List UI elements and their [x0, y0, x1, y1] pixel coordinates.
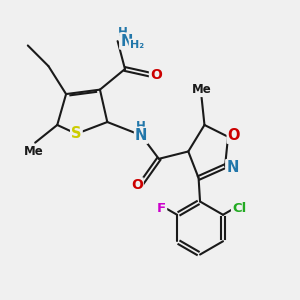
Text: O: O	[228, 128, 240, 143]
Text: S: S	[71, 126, 82, 141]
Text: H₂: H₂	[130, 40, 144, 50]
Text: N: N	[135, 128, 147, 143]
Text: N: N	[120, 34, 133, 49]
Text: Me: Me	[24, 145, 44, 158]
Text: N: N	[226, 160, 238, 175]
Text: O: O	[150, 68, 162, 82]
Text: H: H	[136, 120, 146, 133]
Text: F: F	[157, 202, 166, 215]
Text: H: H	[118, 26, 128, 39]
Text: O: O	[131, 178, 143, 192]
Text: Me: Me	[192, 83, 212, 96]
Text: Cl: Cl	[232, 202, 246, 215]
